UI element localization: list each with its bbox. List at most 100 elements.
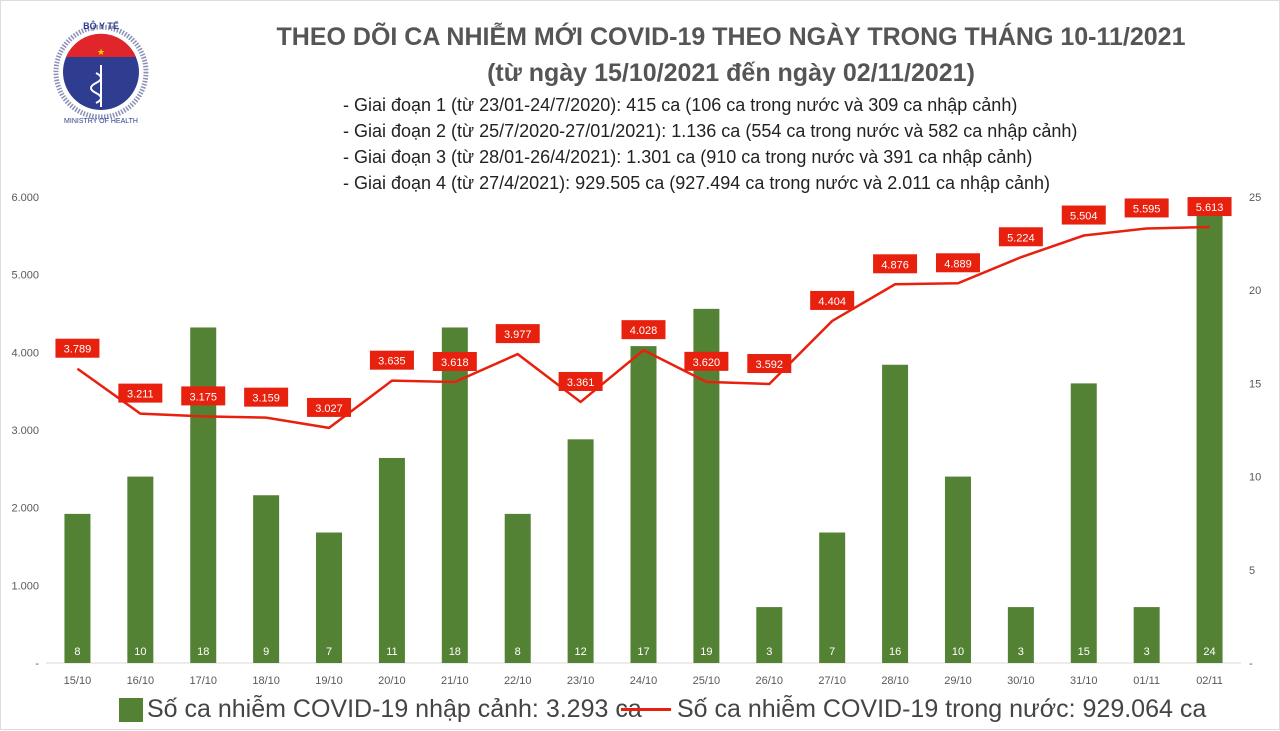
legend-bar-label: Số ca nhiễm COVID-19 nhập cảnh: 3.293 ca: [147, 695, 642, 723]
x-axis-tick: 24/10: [630, 675, 658, 687]
bar-label: 10: [952, 646, 964, 658]
line-label: 3.211: [127, 389, 154, 401]
line-label: 5.595: [1133, 203, 1161, 215]
x-axis-tick: 21/10: [441, 675, 469, 687]
line-label-box: [998, 227, 1043, 247]
x-axis-tick: 22/10: [504, 675, 532, 687]
bar: [819, 532, 846, 663]
line-label-box: [244, 387, 289, 407]
line-label: 3.592: [756, 359, 784, 371]
line-label-box: [1124, 198, 1169, 218]
line-label: 3.618: [441, 357, 469, 369]
bar-label: 18: [449, 646, 461, 658]
bar: [253, 495, 280, 663]
line-label: 3.635: [378, 356, 406, 368]
right-axis-tick: -: [1249, 658, 1253, 670]
line-label-box: [369, 350, 414, 370]
x-axis-tick: 19/10: [315, 675, 343, 687]
line-label-box: [1187, 197, 1232, 217]
line-label: 3.027: [315, 403, 343, 415]
bar: [504, 513, 531, 663]
bar: [1070, 383, 1097, 663]
line-label-box: [1061, 205, 1106, 225]
legend-bar-swatch: [119, 697, 143, 722]
bar: [64, 513, 91, 663]
line-label-box: [181, 386, 226, 406]
bar: [441, 327, 468, 663]
right-axis-tick: 25: [1249, 192, 1261, 204]
svg-text:MINISTRY OF HEALTH: MINISTRY OF HEALTH: [64, 118, 138, 125]
line-label-box: [495, 324, 540, 344]
line-label: 3.361: [567, 377, 595, 389]
x-axis-tick: 23/10: [567, 675, 595, 687]
right-axis-tick: 15: [1249, 378, 1261, 390]
line-label: 5.504: [1070, 211, 1098, 223]
bar: [756, 607, 783, 663]
left-axis-tick: 6.000: [11, 192, 39, 204]
note-phase-2: - Giai đoạn 2 (từ 25/7/2020-27/01/2021):…: [343, 121, 1078, 141]
ministry-of-health-logo: ★ BỘ Y TẾ MINISTRY OF HEALTH: [53, 20, 149, 125]
bar-label: 18: [197, 646, 209, 658]
bar-label: 8: [74, 646, 80, 658]
line-label-box: [810, 290, 855, 310]
note-phase-1: - Giai đoạn 1 (từ 23/01-24/7/2020): 415 …: [343, 95, 1018, 115]
svg-text:★: ★: [97, 47, 105, 57]
bar-label: 3: [1144, 646, 1150, 658]
note-phase-3: - Giai đoạn 3 (từ 28/01-26/4/2021): 1.30…: [343, 147, 1033, 167]
line-label-box: [684, 351, 729, 371]
legend-line-swatch: [621, 708, 671, 711]
left-axis-tick: 2.000: [11, 503, 39, 515]
bar-label: 9: [263, 646, 269, 658]
x-axis-tick: 31/10: [1070, 675, 1098, 687]
x-axis-tick: 17/10: [189, 675, 217, 687]
line-label: 5.613: [1196, 202, 1224, 214]
line-label-box: [432, 352, 477, 372]
line-label-box: [558, 371, 603, 391]
x-axis-tick: 26/10: [756, 675, 784, 687]
bar-label: 7: [829, 646, 835, 658]
bar: [944, 476, 971, 663]
line-label-box: [873, 254, 918, 274]
bar: [1133, 607, 1160, 663]
line-label: 4.876: [881, 259, 909, 271]
line-label: 3.175: [189, 391, 217, 403]
bar-label: 24: [1203, 646, 1215, 658]
x-axis-tick: 27/10: [818, 675, 846, 687]
left-axis-tick: 5.000: [11, 270, 39, 282]
line-label: 3.789: [64, 344, 92, 356]
bar-label: 10: [134, 646, 146, 658]
line-label-box: [935, 253, 980, 273]
line-label-box: [747, 354, 792, 374]
x-axis-tick: 18/10: [252, 675, 280, 687]
legend-bar: Số ca nhiễm COVID-19 nhập cảnh: 3.293 ca: [119, 695, 642, 724]
bar: [316, 532, 343, 663]
right-axis-tick: 10: [1249, 472, 1261, 484]
line-label-box: [118, 383, 163, 403]
svg-text:BỘ Y TẾ: BỘ Y TẾ: [83, 20, 119, 31]
x-axis-tick: 16/10: [127, 675, 155, 687]
line-label: 3.977: [504, 329, 532, 341]
line-label: 3.620: [693, 357, 721, 369]
bar-label: 19: [700, 646, 712, 658]
bar-label: 11: [386, 646, 397, 658]
left-axis-tick: 3.000: [11, 425, 39, 437]
bar: [190, 327, 217, 663]
x-axis-tick: 15/10: [64, 675, 92, 687]
chart-title: THEO DÕI CA NHIỄM MỚI COVID-19 THEO NGÀY…: [276, 23, 1186, 51]
bar-label: 7: [326, 646, 332, 658]
right-axis-tick: 20: [1249, 285, 1261, 297]
line-label: 5.224: [1007, 232, 1035, 244]
line-label: 4.028: [630, 325, 658, 337]
left-axis-tick: 4.000: [11, 347, 39, 359]
bar: [1196, 215, 1223, 663]
bar-label: 17: [637, 646, 649, 658]
bar-label: 12: [574, 646, 586, 658]
x-axis-tick: 28/10: [881, 675, 909, 687]
bar-label: 3: [766, 646, 772, 658]
bar: [630, 346, 657, 663]
legend-line: Số ca nhiễm COVID-19 trong nước: 929.064…: [621, 695, 1206, 724]
line-label-box: [307, 397, 352, 417]
chart-subtitle: (từ ngày 15/10/2021 đến ngày 02/11/2021): [487, 59, 975, 87]
bar: [378, 457, 405, 663]
